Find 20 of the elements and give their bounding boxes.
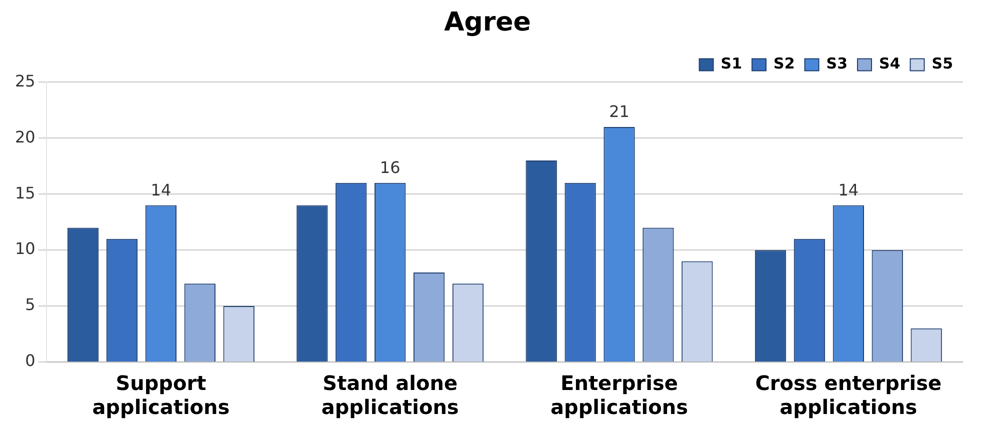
legend-label: S2 <box>774 54 795 73</box>
legend-label: S3 <box>826 54 848 73</box>
legend-label: S5 <box>932 54 954 73</box>
y-tick-label: 25 <box>15 71 36 90</box>
x-tick-label: Cross enterprise applications <box>755 371 942 420</box>
legend-label: S1 <box>720 54 742 73</box>
y-tick-label: 5 <box>25 295 36 314</box>
data-label: 14 <box>150 180 172 200</box>
x-tick-label: Enterprise applications <box>550 371 688 420</box>
data-label: 16 <box>380 158 400 178</box>
chart-title: Agree <box>444 7 531 38</box>
data-label: 21 <box>609 102 630 122</box>
x-tick-label: Support applications <box>92 371 230 420</box>
y-tick-label: 0 <box>25 351 36 370</box>
x-tick-label: Stand alone applications <box>321 371 459 420</box>
legend-label: S4 <box>879 54 900 73</box>
y-tick-label: 15 <box>15 183 36 202</box>
y-tick-label: 10 <box>15 239 36 258</box>
y-tick-label: 20 <box>15 127 36 146</box>
data-label: 14 <box>838 180 859 200</box>
